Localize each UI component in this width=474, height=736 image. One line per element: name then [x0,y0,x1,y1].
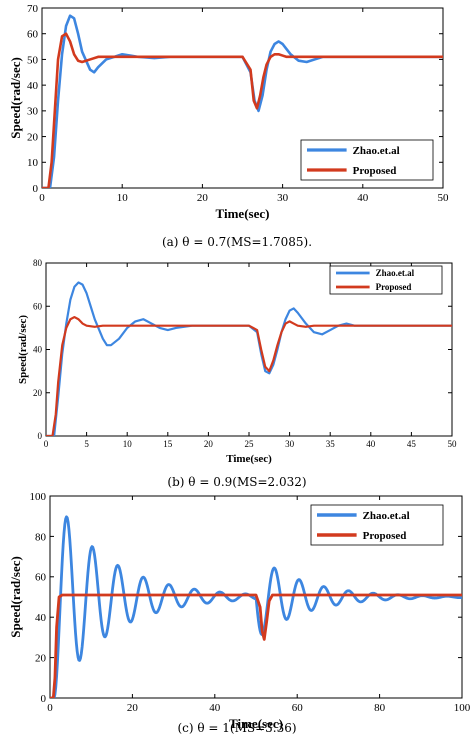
y-tick-label: 40 [27,80,39,92]
y-tick-label: 40 [35,612,47,624]
series-line-proposed [42,32,443,188]
y-tick-label: 20 [35,652,47,664]
x-tick-label: 15 [163,439,173,449]
x-tick-label: 40 [366,439,376,449]
x-axis-label: Time(sec) [229,716,283,731]
x-tick-label: 20 [204,439,214,449]
x-tick-label: 50 [438,192,450,204]
figure-caption: (a) θ = 0.7(MS=1.7085). [162,235,312,249]
x-tick-label: 10 [123,439,133,449]
legend-entry: Zhao.et.al [376,268,415,278]
legend-entry: Proposed [353,165,397,177]
x-tick-label: 20 [127,702,139,714]
x-tick-label: 30 [277,192,289,204]
x-tick-label: 35 [326,439,336,449]
y-tick-label: 80 [33,258,43,268]
x-tick-label: 50 [448,439,458,449]
y-tick-label: 10 [27,157,39,169]
y-tick-label: 60 [35,572,47,584]
x-tick-label: 80 [374,702,386,714]
x-axis-label: Time(sec) [216,206,270,221]
y-tick-label: 80 [35,531,47,543]
y-tick-label: 30 [27,106,39,118]
y-axis-label: Speed(rad/sec) [17,315,29,384]
y-axis-label: Speed(rad/sec) [8,57,23,139]
legend-box [300,139,434,181]
legend-entry: Proposed [363,530,407,542]
chart-panel-2: 0 5 10 15 20 25 30 35 40 45 50 0 20 40 60 80 Zhao.et.al P… [17,258,457,465]
x-tick-label: 100 [454,702,471,714]
y-tick-label: 60 [27,29,39,41]
series-line-zhao-et-al [46,281,452,436]
chart-panel-3: 0 20 40 60 80 100 0 20 40 60 80 100 Zhao.et.al Propos… [8,491,471,731]
legend-box [329,265,443,295]
y-tick-label: 20 [33,388,43,398]
x-tick-label: 30 [285,439,295,449]
legend: Zhao.et.al Proposed [300,139,434,181]
series-line-proposed [50,593,462,698]
figure-caption: (c) θ = 1(MS=3.36) [177,721,296,735]
y-tick-label: 20 [27,131,39,143]
y-tick-label: 100 [30,491,47,503]
x-tick-label: 0 [39,192,45,204]
y-tick-label: 50 [27,54,39,66]
x-axis-label: Time(sec) [226,453,272,465]
legend: Zhao.et.al Proposed [329,265,443,295]
x-tick-label: 40 [209,702,221,714]
y-tick-label: 60 [33,301,43,311]
y-tick-label: 0 [41,693,47,705]
x-tick-label: 0 [44,439,49,449]
y-tick-label: 0 [38,431,43,441]
series-line-proposed [46,315,452,436]
x-tick-label: 0 [47,702,53,714]
plot-frame [41,7,444,189]
legend: Zhao.et.al Proposed [310,504,444,546]
legend-box [310,504,444,546]
y-tick-label: 40 [33,345,43,355]
y-axis-label: Speed(rad/sec) [8,556,23,638]
legend-entry: Zhao.et.al [353,145,400,157]
chart-panel-1: 0 10 20 30 40 50 0 10 20 30 40 50 60 70 Zhao.et.al Prop… [8,3,449,221]
x-tick-label: 40 [357,192,369,204]
figure-caption: (b) θ = 0.9(MS=2.032) [167,475,306,489]
y-tick-label: 0 [33,183,39,195]
x-tick-label: 20 [197,192,209,204]
y-tick-label: 70 [27,3,39,15]
x-tick-label: 25 [245,439,255,449]
plot-frame [49,495,463,699]
x-tick-label: 10 [117,192,129,204]
x-tick-label: 45 [407,439,417,449]
legend-entry: Zhao.et.al [363,510,410,522]
x-tick-label: 5 [84,439,89,449]
x-tick-label: 60 [292,702,304,714]
legend-entry: Proposed [376,282,412,292]
